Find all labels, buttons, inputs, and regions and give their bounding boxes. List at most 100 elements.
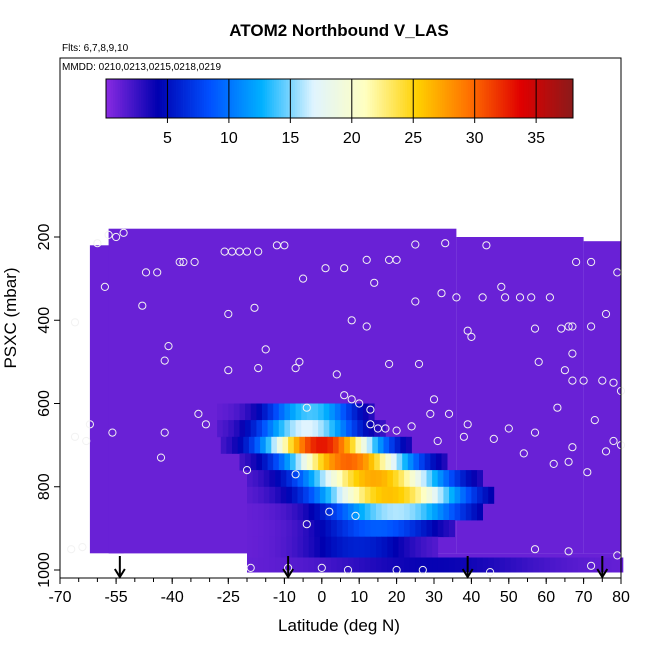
sample-point	[609, 436, 618, 446]
colorbar-segment	[136, 79, 140, 118]
heatmap-cell	[340, 403, 347, 421]
x-tick-label: 60	[537, 589, 555, 606]
y-tick-label: 800	[36, 473, 53, 500]
colorbar-segment	[262, 79, 266, 118]
heatmap-cell	[505, 557, 512, 573]
heatmap-cell	[342, 520, 349, 538]
sample-point	[568, 349, 577, 358]
sample-point	[302, 403, 311, 412]
colorbar-segment	[250, 79, 254, 118]
dates-annotation: MMDD: 0210,0213,0215,0218,0219	[62, 62, 221, 73]
colorbar-tick-label: 10	[220, 130, 238, 147]
colorbar-segment	[474, 79, 478, 118]
sample-point	[545, 293, 555, 302]
sample-point	[467, 332, 476, 341]
heatmap-cell	[331, 557, 338, 573]
heatmap-cell	[243, 436, 250, 454]
colorbar-segment	[320, 79, 324, 118]
heatmap-cell	[295, 453, 302, 471]
heatmap-cell	[280, 486, 287, 504]
heatmap-cell	[533, 557, 540, 573]
heatmap-cell	[280, 520, 287, 538]
heatmap-cell	[299, 436, 306, 454]
colorbar-segment	[470, 79, 473, 118]
sample-point	[362, 255, 371, 264]
sample-point	[459, 432, 468, 441]
heatmap-cell	[348, 520, 354, 538]
heatmap-cell	[321, 436, 328, 454]
heatmap-cell	[247, 557, 253, 573]
heatmap-cell	[312, 403, 319, 421]
heatmap-cell	[256, 453, 263, 471]
flights-annotation: Flts: 6,7,8,9,10	[62, 43, 129, 54]
heatmap-cell	[420, 470, 427, 488]
heatmap-cell	[301, 403, 308, 421]
heatmap-cell	[336, 470, 343, 488]
colorbar-segment	[477, 79, 480, 118]
sample-point	[362, 322, 371, 331]
sample-point	[452, 293, 461, 302]
sample-point	[411, 240, 420, 249]
sample-point	[478, 293, 487, 302]
heatmap-cell	[258, 536, 265, 558]
sample-point	[598, 376, 607, 385]
colorbar-segment	[332, 79, 336, 118]
heatmap-cell	[275, 557, 282, 573]
sample-point	[82, 436, 91, 446]
colorbar-segment	[486, 79, 490, 118]
heatmap-cell	[376, 520, 382, 538]
colorbar-segment	[197, 79, 200, 118]
heatmap-cell	[220, 436, 227, 454]
heatmap-cell	[544, 557, 551, 573]
sample-point	[100, 282, 110, 291]
heatmap-cell	[420, 557, 427, 573]
colorbar-segment	[409, 79, 413, 118]
heatmap-cell	[409, 486, 416, 504]
heatmap-cell	[297, 470, 304, 488]
sample-point	[70, 318, 80, 327]
heatmap-cell	[449, 557, 455, 573]
sample-point	[317, 563, 326, 573]
colorbar-segment	[171, 79, 175, 118]
heatmap-cell	[286, 557, 293, 573]
colorbar-segment	[530, 79, 534, 118]
heatmap-cell	[222, 403, 229, 421]
heatmap-cell	[336, 486, 343, 504]
heatmap-cell	[245, 453, 252, 471]
heatmap-cell	[370, 486, 377, 504]
sample-point	[463, 326, 472, 335]
sample-point	[414, 359, 424, 369]
heatmap-cell	[340, 420, 347, 438]
heatmap-cell	[269, 520, 276, 538]
heatmap-cell	[432, 470, 439, 488]
heatmap-cell	[394, 436, 401, 454]
heatmap-cell	[286, 520, 293, 538]
colorbar-segment	[372, 79, 375, 118]
colorbar-segment	[379, 79, 382, 118]
heatmap-cell	[306, 420, 313, 438]
heatmap-cell	[353, 520, 360, 538]
heatmap-cell	[250, 403, 257, 421]
colorbar-segment	[348, 79, 352, 118]
heatmap-cell	[297, 536, 304, 558]
colorbar-segment	[306, 79, 310, 118]
heatmap-cell	[359, 536, 366, 558]
colorbar-segment	[134, 79, 137, 118]
heatmap-cell	[381, 520, 388, 538]
colorbar-segment	[316, 79, 319, 118]
sample-point	[392, 255, 401, 264]
heatmap-cell	[594, 557, 601, 573]
sample-point	[246, 563, 255, 573]
heatmap-cell	[306, 453, 313, 471]
heatmap-cell	[379, 453, 386, 471]
colorbar-segment	[318, 79, 322, 118]
heatmap-cell	[362, 453, 369, 471]
heatmap-cell	[430, 453, 437, 471]
heatmap-cell	[387, 486, 394, 504]
colorbar-tick-label: 35	[527, 130, 545, 147]
heatmap-cell	[239, 453, 246, 471]
heatmap-cell	[538, 557, 545, 573]
sample-point	[156, 453, 166, 462]
colorbar-segment	[540, 79, 544, 118]
